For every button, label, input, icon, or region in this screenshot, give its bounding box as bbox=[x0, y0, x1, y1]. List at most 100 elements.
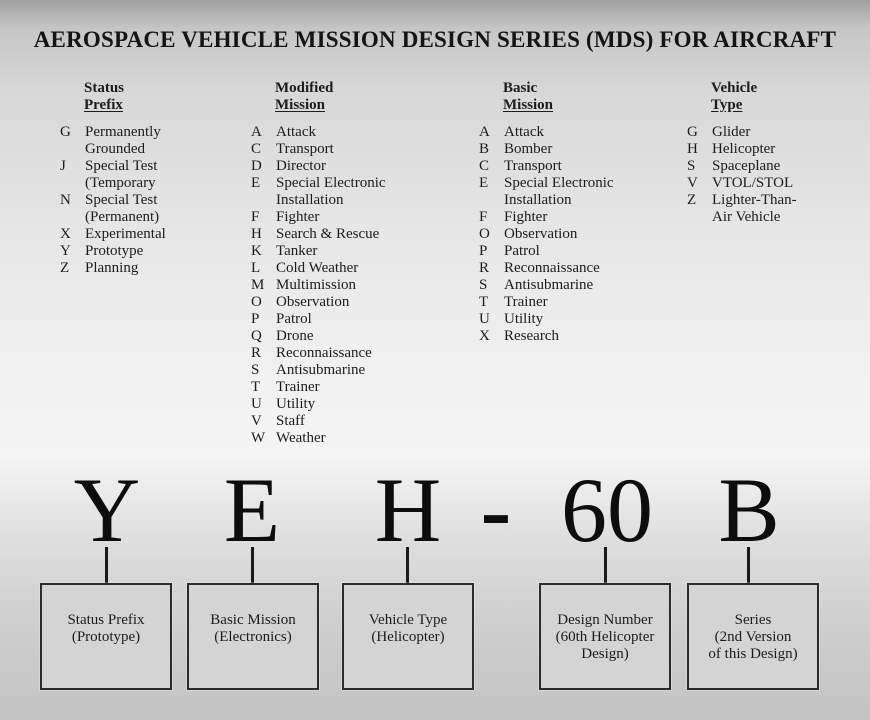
code-row: K Tanker bbox=[251, 243, 386, 260]
code-row: B Bomber bbox=[479, 141, 614, 158]
explanation-box-design-number: Design Number (60th Helicopter Design) bbox=[539, 583, 671, 690]
code-row: M Multimission bbox=[251, 277, 386, 294]
code-letter: Y bbox=[60, 243, 71, 259]
code-row: D Director bbox=[251, 158, 386, 175]
code-letter: G bbox=[687, 124, 698, 140]
code-letter: H bbox=[251, 226, 262, 242]
code-row: A Attack bbox=[251, 124, 386, 141]
code-letter: Z bbox=[687, 192, 697, 208]
code-row: S Antisubmarine bbox=[479, 277, 614, 294]
explanation-box-status-prefix: Status Prefix (Prototype) bbox=[40, 583, 172, 690]
code-row: Z Lighter-Than- Air Vehicle bbox=[687, 192, 797, 226]
code-label: Helicopter bbox=[712, 141, 776, 157]
code-row: R Reconnaissance bbox=[479, 260, 614, 277]
code-letter: K bbox=[251, 243, 262, 259]
code-label: Experimental bbox=[85, 226, 166, 242]
connector-line bbox=[406, 547, 409, 583]
code-label: Transport bbox=[276, 141, 334, 157]
code-letter: B bbox=[479, 141, 490, 157]
code-row: C Transport bbox=[251, 141, 386, 158]
code-letter: R bbox=[251, 345, 262, 361]
code-row: L Cold Weather bbox=[251, 260, 386, 277]
code-label: Cold Weather bbox=[276, 260, 359, 276]
column-header-line2: Mission bbox=[503, 97, 554, 113]
designation-letter-vehicle-type: H bbox=[374, 459, 442, 561]
code-label: Special Test (Temporary bbox=[85, 158, 158, 191]
code-label: VTOL/STOL bbox=[712, 175, 794, 191]
code-label: Prototype bbox=[85, 243, 144, 259]
explanation-box-vehicle-type: Vehicle Type (Helicopter) bbox=[342, 583, 474, 690]
connector-line bbox=[251, 547, 254, 583]
code-row: X Experimental bbox=[60, 226, 166, 243]
code-label: Tanker bbox=[276, 243, 318, 259]
code-letter: A bbox=[479, 124, 490, 140]
code-label: Research bbox=[504, 328, 559, 344]
code-letter: V bbox=[687, 175, 698, 191]
column-header-line1: Status bbox=[84, 80, 125, 96]
code-label: Reconnaissance bbox=[276, 345, 372, 361]
code-letter: T bbox=[251, 379, 261, 395]
code-letter: R bbox=[479, 260, 490, 276]
code-label: Reconnaissance bbox=[504, 260, 600, 276]
column-header: Basic Mission bbox=[503, 80, 614, 114]
code-row: Q Drone bbox=[251, 328, 386, 345]
code-label: Special Electronic Installation bbox=[276, 175, 386, 208]
connector-line bbox=[604, 547, 607, 583]
code-letter: Z bbox=[60, 260, 70, 276]
code-letter: F bbox=[479, 209, 488, 225]
code-label: Planning bbox=[85, 260, 139, 276]
column-header-line2: Prefix bbox=[84, 97, 123, 113]
code-list: G Glider H Helicopter S Spaceplane V VTO… bbox=[687, 124, 797, 226]
code-letter: H bbox=[687, 141, 698, 157]
code-row: T Trainer bbox=[251, 379, 386, 396]
code-letter: O bbox=[251, 294, 262, 310]
code-row: F Fighter bbox=[251, 209, 386, 226]
code-letter: S bbox=[479, 277, 488, 293]
code-row: T Trainer bbox=[479, 294, 614, 311]
code-row: G Glider bbox=[687, 124, 797, 141]
code-label: Special Electronic Installation bbox=[504, 175, 614, 208]
code-letter: O bbox=[479, 226, 490, 242]
code-letter: C bbox=[479, 158, 490, 174]
code-label: Patrol bbox=[504, 243, 540, 259]
code-label: Multimission bbox=[276, 277, 357, 293]
column-header: Status Prefix bbox=[84, 80, 166, 114]
code-row: H Helicopter bbox=[687, 141, 797, 158]
code-letter: E bbox=[479, 175, 489, 191]
designation-number: 60 bbox=[561, 459, 653, 561]
code-letter: D bbox=[251, 158, 262, 174]
code-row: S Antisubmarine bbox=[251, 362, 386, 379]
column-status-prefix: Status Prefix G Permanently Grounded J S… bbox=[60, 80, 166, 277]
code-label: Fighter bbox=[504, 209, 548, 225]
code-letter: J bbox=[60, 158, 66, 174]
code-label: Staff bbox=[276, 413, 305, 429]
page-title: AEROSPACE VEHICLE MISSION DESIGN SERIES … bbox=[33, 27, 837, 52]
code-row: W Weather bbox=[251, 430, 386, 447]
column-header: Vehicle Type bbox=[711, 80, 797, 114]
code-row: A Attack bbox=[479, 124, 614, 141]
column-header: Modified Mission bbox=[275, 80, 386, 114]
code-letter: Q bbox=[251, 328, 262, 344]
designation-letter-status-prefix: Y bbox=[73, 459, 141, 561]
code-letter: G bbox=[60, 124, 71, 140]
column-modified-mission: Modified Mission A Attack C Transport D … bbox=[251, 80, 386, 447]
code-label: Trainer bbox=[276, 379, 320, 395]
code-row: C Transport bbox=[479, 158, 614, 175]
code-letter: X bbox=[479, 328, 490, 344]
code-row: R Reconnaissance bbox=[251, 345, 386, 362]
code-letter: F bbox=[251, 209, 260, 225]
code-row: E Special Electronic Installation bbox=[251, 175, 386, 209]
code-row: U Utility bbox=[479, 311, 614, 328]
code-label: Director bbox=[276, 158, 326, 174]
code-row: H Search & Rescue bbox=[251, 226, 386, 243]
column-header-line1: Modified bbox=[275, 80, 334, 96]
code-label: Lighter-Than- Air Vehicle bbox=[712, 192, 797, 225]
code-letter: S bbox=[687, 158, 696, 174]
connector-line bbox=[747, 547, 750, 583]
column-header-line1: Vehicle bbox=[711, 80, 758, 96]
code-label: Search & Rescue bbox=[276, 226, 380, 242]
code-row: F Fighter bbox=[479, 209, 614, 226]
code-letter: M bbox=[251, 277, 265, 293]
code-row: Z Planning bbox=[60, 260, 166, 277]
